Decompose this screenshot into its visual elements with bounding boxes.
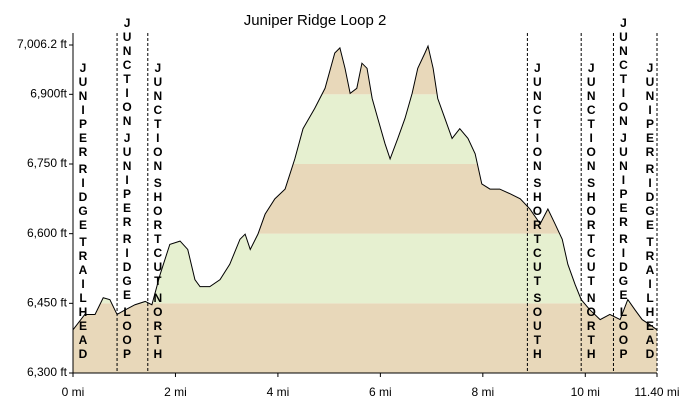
x-tick-label: 2 mi xyxy=(164,385,187,399)
x-tick-label: 6 mi xyxy=(369,385,392,399)
y-tick-label: 7,006.2 ft xyxy=(17,37,68,51)
y-tick-label: 6,300 ft xyxy=(27,365,68,379)
elevation-band xyxy=(73,233,657,304)
elevation-band xyxy=(73,303,657,373)
marker-label: JUNCTION SHORTCUT NORTH xyxy=(151,61,165,361)
y-tick-label: 6,750 ft xyxy=(27,156,68,170)
x-tick-label: 11.40 mi xyxy=(634,385,679,399)
marker-label: JUNCTION JUNIPER RIDGE LOOP xyxy=(616,16,630,361)
x-tick-label: 10 mi xyxy=(571,385,600,399)
elevation-line xyxy=(72,44,658,331)
x-tick-label: 4 mi xyxy=(267,385,290,399)
y-tick-label: 6,450 ft xyxy=(27,296,68,310)
marker-label: JUNCTION SHORTCUT SOUTH xyxy=(530,61,544,361)
x-tick-label: 8 mi xyxy=(471,385,494,399)
marker-label: JUNIPER RIDGE TRAILHEAD xyxy=(76,61,90,361)
y-tick-label: 6,600 ft xyxy=(27,226,68,240)
marker-label: JUNCTION JUNIPER RIDGE LOOP xyxy=(120,16,134,361)
marker-label: JUNIPER RIDGE TRAILHEAD xyxy=(643,61,657,361)
y-tick-label: 6,900ft xyxy=(30,86,67,100)
chart-title: Juniper Ridge Loop 2 xyxy=(244,12,387,29)
x-tick-label: 0 mi xyxy=(62,385,85,399)
marker-label: JUNCTION SHORTCUT NORTH xyxy=(584,61,598,361)
